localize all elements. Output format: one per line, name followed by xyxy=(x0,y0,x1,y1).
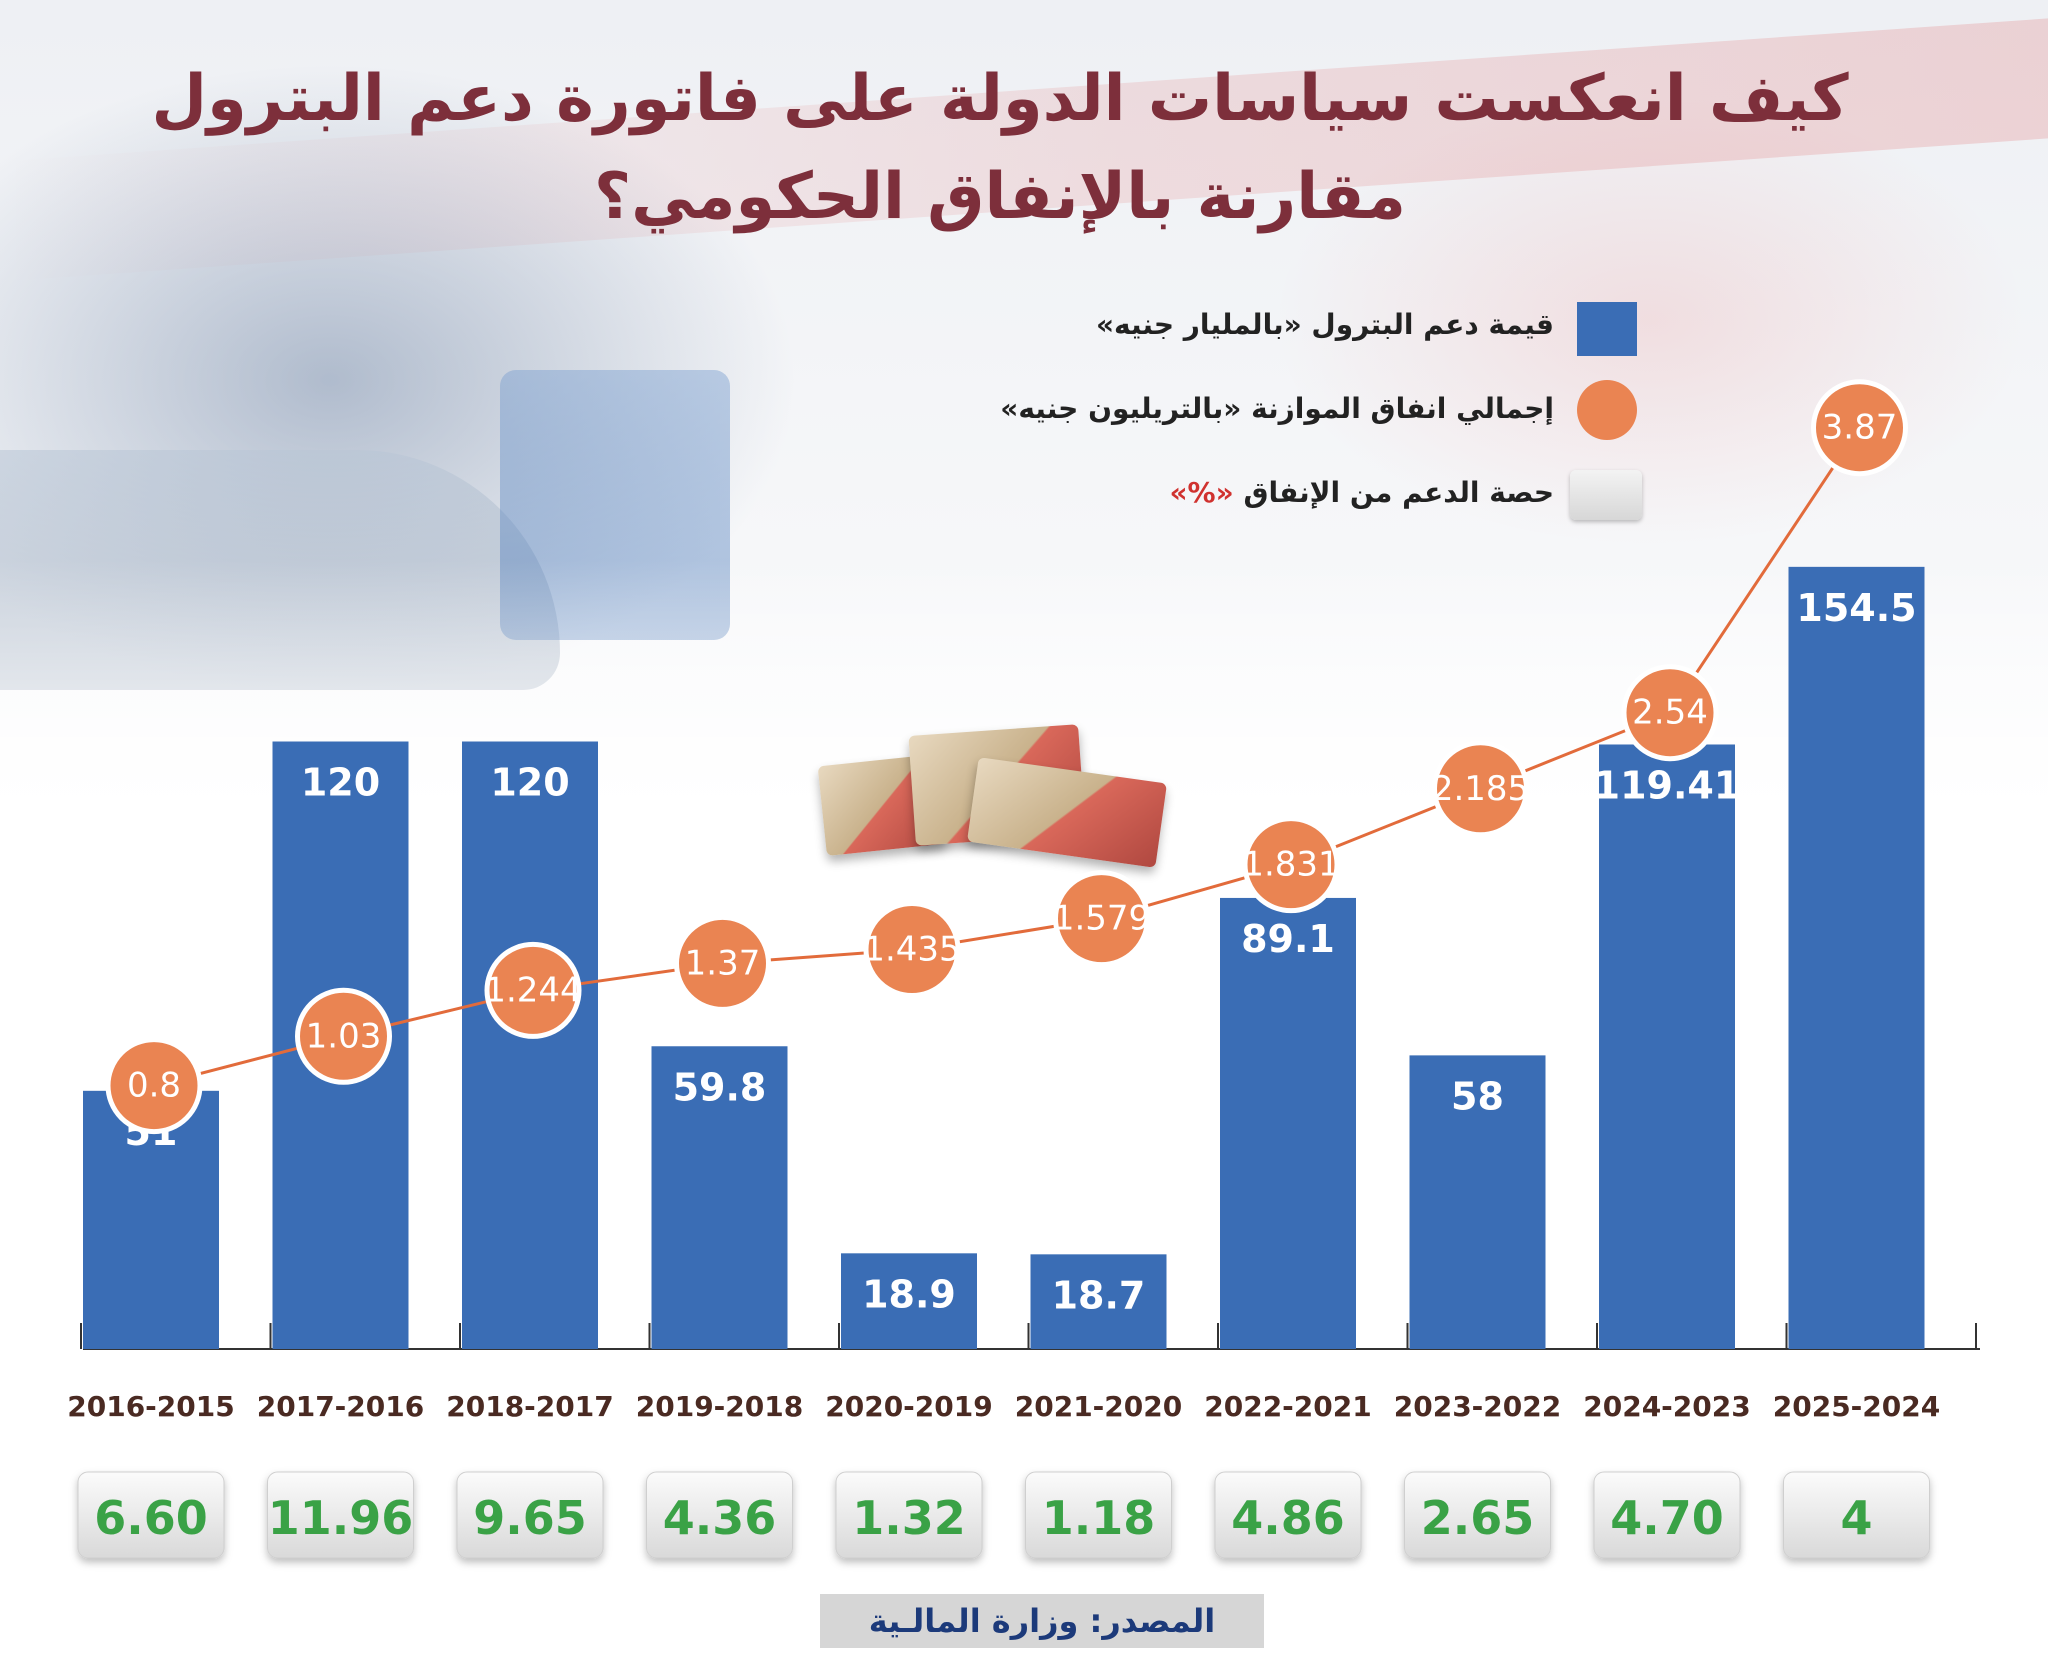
spending-dot xyxy=(863,901,961,998)
spending-value-label: 1.579 xyxy=(1053,899,1150,939)
bar-value-label: 120 xyxy=(301,761,380,805)
share-box xyxy=(1593,1471,1741,1559)
share-value-label: 4.36 xyxy=(663,1491,777,1545)
spending-value-label: 2.54 xyxy=(1632,693,1708,733)
bar-value-label: 18.9 xyxy=(862,1272,956,1316)
share-box xyxy=(835,1471,983,1559)
spending-value-label: 1.831 xyxy=(1242,845,1339,885)
category-label: 2018-2017 xyxy=(446,1390,613,1423)
spending-value-label: 1.37 xyxy=(685,943,761,983)
share-value-label: 4 xyxy=(1840,1491,1872,1545)
bar xyxy=(1788,566,1925,1349)
legend-bar-swatch xyxy=(1577,302,1637,356)
share-box xyxy=(1025,1471,1172,1559)
title-line-1: كيف انعكست سياسات الدولة على فاتورة دعم … xyxy=(151,62,1849,136)
spending-line xyxy=(153,426,1861,1088)
spending-value-label: 1.03 xyxy=(306,1016,382,1056)
share-box xyxy=(1404,1471,1551,1559)
legend-bar-label: قيمة دعم البترول «بالمليار جنيه» xyxy=(1095,308,1554,341)
bar xyxy=(651,1046,788,1349)
bar-value-label: 154.5 xyxy=(1796,586,1916,630)
share-box xyxy=(267,1471,414,1559)
spending-dot xyxy=(295,987,392,1085)
legend-share-unit: «%» xyxy=(1169,476,1234,509)
spending-dot xyxy=(1242,816,1340,914)
share-value-label: 1.18 xyxy=(1042,1491,1156,1545)
bar-value-label: 119.41 xyxy=(1594,763,1741,807)
share-value-label: 4.86 xyxy=(1231,1491,1345,1545)
share-box xyxy=(456,1471,604,1559)
legend-share-label: حصة الدعم من الإنفاق «%» xyxy=(1169,476,1554,509)
bar-value-label: 59.8 xyxy=(673,1065,767,1109)
spending-value-label: 3.87 xyxy=(1822,408,1898,448)
bar xyxy=(462,741,598,1349)
spending-value-label: 1.435 xyxy=(863,930,960,970)
bar xyxy=(1409,1055,1546,1349)
spending-value-label: 2.185 xyxy=(1432,769,1529,809)
category-label: 2017-2016 xyxy=(257,1390,424,1423)
spending-dot xyxy=(105,1037,203,1135)
share-value-label: 9.65 xyxy=(473,1491,587,1545)
category-label: 2021-2020 xyxy=(1015,1390,1182,1423)
category-label: 2025-2024 xyxy=(1773,1390,1940,1423)
category-label: 2016-2015 xyxy=(67,1390,234,1423)
share-value-label: 6.60 xyxy=(94,1491,208,1545)
bar xyxy=(1599,744,1735,1349)
title-line-2: مقارنة بالإنفاق الحكومي؟ xyxy=(594,160,1406,234)
share-box xyxy=(1214,1471,1362,1559)
spending-dot xyxy=(1432,740,1529,838)
spending-dot xyxy=(484,941,582,1039)
share-value-label: 1.32 xyxy=(852,1491,966,1545)
category-label: 2023-2022 xyxy=(1394,1390,1561,1423)
spending-dot xyxy=(1053,870,1150,968)
bar xyxy=(841,1253,977,1349)
share-box xyxy=(646,1471,793,1559)
bar xyxy=(1030,1254,1167,1349)
bar xyxy=(1220,897,1356,1349)
spending-dot xyxy=(1811,379,1908,477)
source-note: المصدر: وزارة المالـية xyxy=(820,1594,1264,1648)
bar-value-label: 18.7 xyxy=(1052,1273,1146,1317)
spending-value-label: 0.8 xyxy=(127,1066,181,1106)
spending-dot xyxy=(674,914,771,1012)
category-label: 2022-2021 xyxy=(1204,1390,1371,1423)
share-value-label: 2.65 xyxy=(1421,1491,1535,1545)
legend-dot-swatch xyxy=(1577,380,1637,440)
legend-share-text: حصة الدعم من الإنفاق xyxy=(1243,476,1554,509)
spending-dot xyxy=(1621,664,1719,762)
category-label: 2020-2019 xyxy=(825,1390,992,1423)
bar-value-label: 89.1 xyxy=(1241,917,1335,961)
bar-value-label: 58 xyxy=(1451,1074,1504,1118)
category-label: 2024-2023 xyxy=(1583,1390,1750,1423)
share-box xyxy=(77,1471,225,1559)
share-box xyxy=(1783,1471,1930,1559)
spending-value-label: 1.244 xyxy=(484,970,581,1010)
category-label: 2019-2018 xyxy=(636,1390,803,1423)
bar-value-label: 120 xyxy=(490,761,569,805)
share-value-label: 11.96 xyxy=(268,1491,414,1545)
share-value-label: 4.70 xyxy=(1610,1491,1724,1545)
legend-dot-label: إجمالي انفاق الموازنة «بالتريليون جنيه» xyxy=(1000,392,1554,425)
legend-share-swatch xyxy=(1570,470,1642,520)
